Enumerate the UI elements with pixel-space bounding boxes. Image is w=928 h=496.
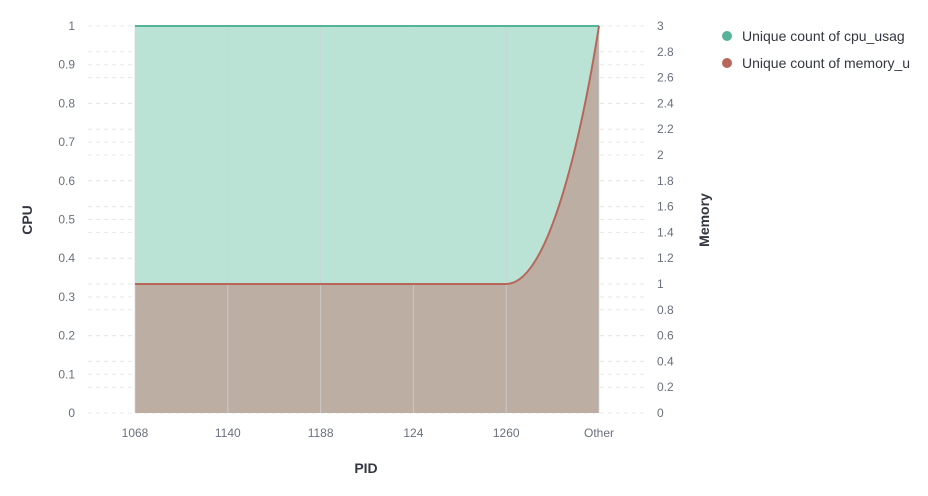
y-tick-left-label: 0.1 bbox=[58, 367, 75, 381]
legend-label: Unique count of cpu_usag bbox=[742, 28, 905, 44]
legend-item[interactable]: Unique count of cpu_usag bbox=[722, 28, 905, 44]
y-tick-right-label: 1.4 bbox=[657, 225, 674, 239]
x-axis-title: PID bbox=[354, 460, 377, 476]
x-tick-label: 1140 bbox=[215, 426, 241, 440]
y-tick-right-label: 1.8 bbox=[657, 174, 674, 188]
y-tick-right-label: 1 bbox=[657, 277, 664, 291]
y-tick-left-label: 0.7 bbox=[58, 135, 75, 149]
y-tick-right-label: 2.6 bbox=[657, 71, 674, 85]
y-axis-left-ticks: 0 0.1 0.2 0.3 0.4 0.5 0.6 0.7 0.8 0.9 1 bbox=[58, 19, 75, 420]
series-line-1 bbox=[135, 25, 600, 285]
legend: Unique count of cpu_usag Unique count of … bbox=[722, 28, 910, 71]
y-tick-left-label: 0.3 bbox=[58, 290, 75, 304]
y-tick-right-label: 2 bbox=[657, 148, 664, 162]
legend-item[interactable]: Unique count of memory_u bbox=[722, 55, 910, 71]
x-tick-label: 1068 bbox=[122, 426, 149, 440]
plot-areas bbox=[134, 26, 600, 413]
y-tick-right-label: 2.2 bbox=[657, 122, 674, 136]
x-tick-label: 124 bbox=[403, 426, 423, 440]
y-tick-left-label: 1 bbox=[68, 19, 75, 33]
x-axis-ticks: 1068 1140 1188 124 1260 Other bbox=[122, 426, 614, 440]
y-tick-left-label: 0.5 bbox=[58, 213, 75, 227]
y-tick-right-label: 0.6 bbox=[657, 329, 674, 343]
y-tick-left-label: 0.2 bbox=[58, 329, 75, 343]
y-axis-right-title: Memory bbox=[696, 193, 712, 247]
legend-label: Unique count of memory_u bbox=[742, 55, 910, 71]
y-tick-right-label: 3 bbox=[657, 19, 664, 33]
y-tick-right-label: 2.4 bbox=[657, 96, 674, 110]
y-tick-left-label: 0.4 bbox=[58, 251, 75, 265]
y-tick-right-label: 1.2 bbox=[657, 251, 674, 265]
y-axis-right-ticks: 0 0.2 0.4 0.6 0.8 1 1.2 1.4 1.6 1.8 2 2.2 2.4 2.6 2.8 3 bbox=[657, 19, 674, 420]
y-axis-left-title: CPU bbox=[19, 205, 35, 235]
x-tick-label: Other bbox=[584, 426, 614, 440]
y-tick-right-label: 2.8 bbox=[657, 45, 674, 59]
y-tick-left-label: 0.9 bbox=[58, 58, 75, 72]
y-tick-left-label: 0.8 bbox=[58, 96, 75, 110]
y-tick-right-label: 0 bbox=[657, 406, 664, 420]
y-tick-left-label: 0 bbox=[68, 406, 75, 420]
y-tick-right-label: 1.6 bbox=[657, 200, 674, 214]
x-tick-label: 1188 bbox=[308, 426, 334, 440]
y-tick-right-label: 0.4 bbox=[657, 354, 674, 368]
y-tick-left-label: 0.6 bbox=[58, 174, 75, 188]
plot-lines bbox=[135, 25, 600, 285]
legend-marker-icon bbox=[722, 58, 732, 68]
y-tick-right-label: 0.8 bbox=[657, 303, 674, 317]
x-tick-label: 1260 bbox=[493, 426, 520, 440]
series-area-1 bbox=[135, 26, 599, 413]
y-tick-right-label: 0.2 bbox=[657, 380, 674, 394]
legend-marker-icon bbox=[722, 31, 732, 41]
